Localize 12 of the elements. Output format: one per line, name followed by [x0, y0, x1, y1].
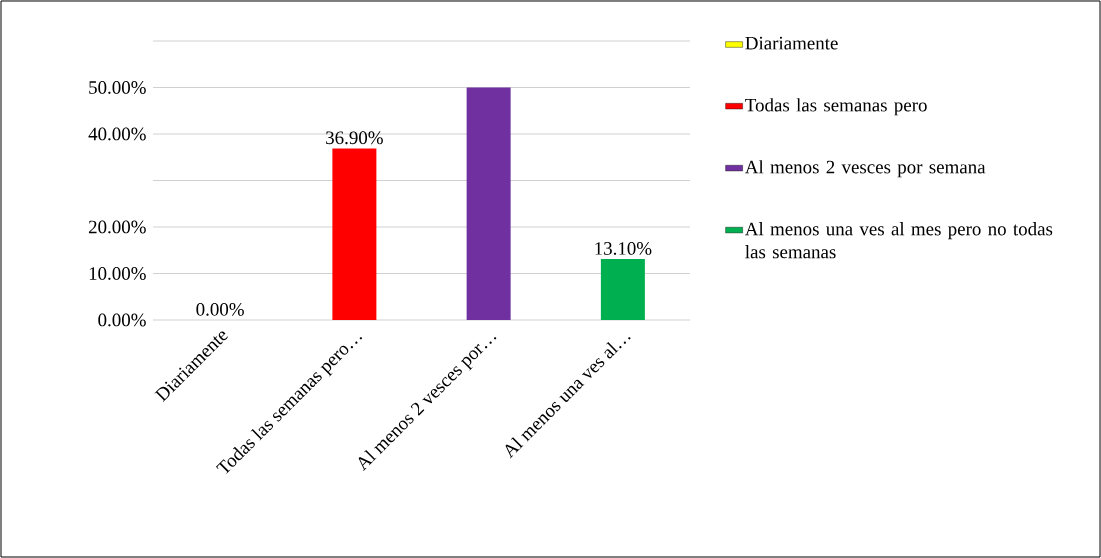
- legend-label: Al menos una ves al mes pero no todas las semanas: [745, 222, 1053, 259]
- y-tick-label: 50.00%: [89, 81, 146, 94]
- y-tick-label: 0.00%: [98, 313, 146, 327]
- legend-label: Diariamente: [745, 36, 838, 50]
- y-tick-label: 20.00%: [88, 220, 146, 234]
- data-label: 36.90%: [326, 131, 383, 145]
- y-tick-label: 40.00%: [88, 127, 146, 141]
- legend-label: Todas las semanas pero: [745, 98, 927, 116]
- data-label: 13.10%: [595, 242, 652, 255]
- legend-label: Al menos 2 vesces por semana: [745, 160, 986, 178]
- y-tick-label: 10.00%: [89, 267, 146, 280]
- data-label: 0.00%: [196, 302, 244, 316]
